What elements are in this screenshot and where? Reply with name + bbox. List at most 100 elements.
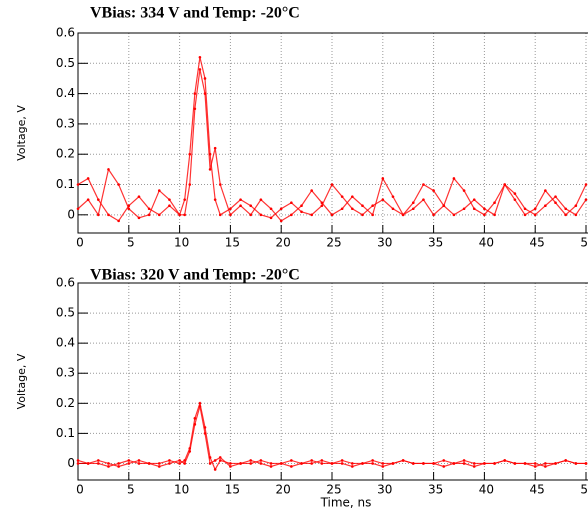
data-point [249,459,253,462]
data-point [554,201,557,204]
data-point [157,465,161,468]
data-point [178,459,181,462]
data-point [503,183,507,186]
data-point [218,459,222,462]
data-point [564,213,567,217]
data-point [340,462,344,465]
data-point [422,462,425,465]
y-tick-label: 0.3 [56,366,75,380]
x-tick-label: 30 [377,236,392,250]
data-point [168,198,171,201]
data-point [462,459,466,462]
data-point [290,213,293,217]
data-point [533,213,537,217]
data-point [157,213,161,217]
data-point [584,462,588,465]
data-point [193,107,197,111]
data-point [472,207,476,211]
data-point [503,459,507,462]
data-point [290,465,293,468]
data-point [203,432,207,435]
y-tick-label: 0.5 [56,56,75,70]
data-point [259,198,263,201]
data-point [442,465,446,468]
data-point [533,465,537,468]
data-point [513,198,517,201]
data-point [127,462,131,465]
data-point [178,213,181,217]
data-point [584,183,588,186]
data-point [411,207,415,211]
x-tick-label: 15 [225,236,240,250]
data-point [127,207,131,211]
y-tick-label: 0.5 [56,306,75,320]
data-point [340,207,344,211]
data-point [513,192,517,195]
data-point [533,207,537,211]
data-point [76,459,80,462]
data-point [361,462,364,465]
plot-frame [77,282,588,481]
data-point [462,207,466,211]
data-point [320,201,324,204]
data-point [203,77,207,80]
data-point [320,459,324,462]
data-point [239,204,242,208]
y-tick-label: 0.4 [56,336,75,350]
data-point [554,195,557,198]
y-tick-label: 0.4 [56,86,75,100]
data-point [97,213,100,217]
data-point [523,462,527,465]
chart-title: VBias: 320 V and Temp: -20°C [90,267,300,284]
data-point [574,213,578,217]
data-point [168,459,171,462]
x-tick-label: 40 [479,483,494,497]
data-point [107,168,110,171]
x-tick-label: 25 [326,236,341,250]
data-point [310,213,313,217]
data-point [259,459,263,462]
data-point [239,462,242,465]
data-point [107,462,110,465]
data-point [137,462,141,465]
data-point [137,195,141,198]
data-point [523,207,527,211]
data-point [523,213,527,217]
data-point [183,198,186,201]
data-point [229,462,232,465]
data-point [168,462,171,465]
data-point [229,213,232,217]
data-point [137,459,141,462]
data-point [218,456,222,459]
data-point [213,146,217,150]
data-point [279,219,283,223]
x-tick-label: 5 [127,483,135,497]
y-tick-label: 0 [67,456,75,470]
data-point [188,450,192,453]
x-tick-label: 50 [580,483,588,497]
data-point [564,459,567,462]
data-point [493,462,496,465]
data-point [168,204,171,208]
data-point [544,204,547,208]
data-point [213,468,217,471]
data-point [76,462,80,465]
data-point [330,462,334,465]
x-tick-label: 5 [127,236,135,250]
data-point [193,92,197,95]
data-point [422,198,425,201]
data-point [178,462,181,465]
data-point [310,462,313,465]
data-point [361,204,364,208]
data-point [574,204,578,208]
x-tick-label: 0 [76,483,84,497]
data-point [117,219,120,223]
data-point [117,462,120,465]
data-point [472,198,476,201]
data-point [483,213,486,217]
data-point [411,201,415,204]
data-point [432,213,435,217]
data-point [493,213,496,217]
data-point [462,189,466,192]
x-tick-label: 10 [174,236,189,250]
